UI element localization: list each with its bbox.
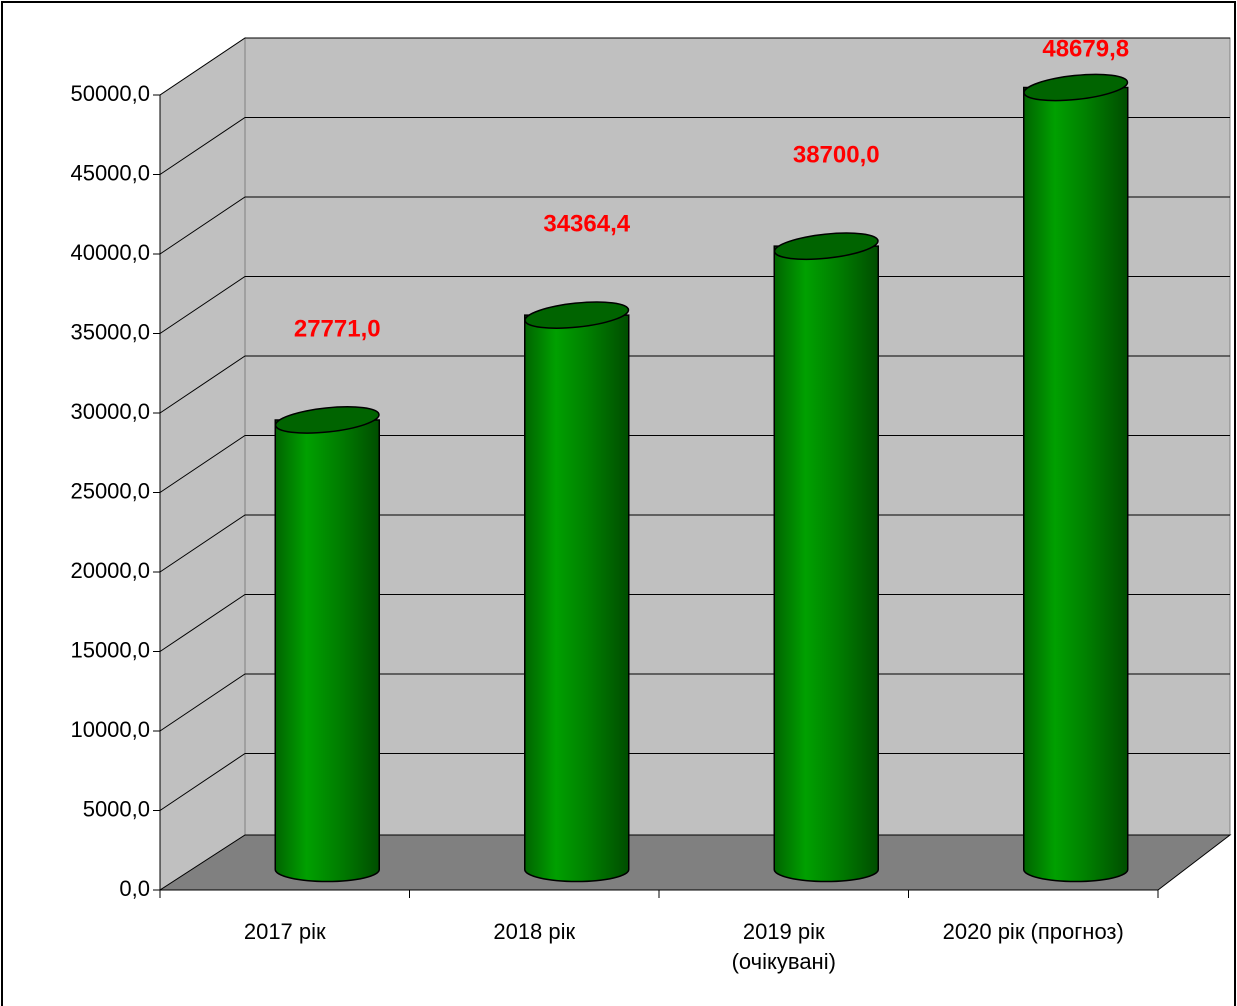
x-tick-label: 2018 рік [493,919,576,944]
grid-line [159,753,1230,811]
y-tick-label: 15000,0 [70,637,150,662]
y-tick-label: 50000,0 [70,81,150,106]
value-label: 27771,0 [294,315,381,342]
y-tick-label: 20000,0 [70,558,150,583]
y-tick-label: 0,0 [119,876,150,901]
y-tick-label: 40000,0 [70,240,150,265]
grid-line [159,435,1230,493]
cylinder-body [773,245,879,883]
grid-line [159,355,1230,414]
cylinder-body [274,419,380,883]
y-tick-label: 45000,0 [70,160,150,185]
grid-line [159,276,1230,334]
value-label: 38700,0 [793,142,880,169]
grid-line [159,37,1230,96]
y-tick-label: 35000,0 [70,319,150,344]
bar [773,232,879,883]
cylinder-top [1023,73,1129,102]
cylinder-body [1023,86,1129,883]
bar [1023,73,1129,883]
grid-line [159,117,1230,175]
x-tick-label: 2020 рік (прогноз) [942,919,1124,944]
cylinder-top [274,406,380,434]
cylinder-top [773,232,879,261]
y-tick-label: 10000,0 [70,717,150,742]
y-tick-label: 25000,0 [70,478,150,503]
cylinder-top [524,301,630,329]
x-tick-label: 2019 рік (очікувані) [731,919,836,974]
bars [274,73,1129,883]
bar [524,301,630,883]
bar [274,406,380,883]
grid [159,37,1230,811]
value-label: 34364,4 [543,210,630,237]
x-tick-label: 2017 рік [243,919,326,944]
cylinder-body [524,314,630,883]
value-label: 48679,8 [1042,35,1129,62]
y-tick-label: 30000,0 [70,399,150,424]
grid-line [159,196,1230,255]
grid-line [159,594,1230,652]
grid-line [159,514,1230,573]
y-tick-label: 5000,0 [83,796,150,821]
grid-line [159,673,1230,732]
